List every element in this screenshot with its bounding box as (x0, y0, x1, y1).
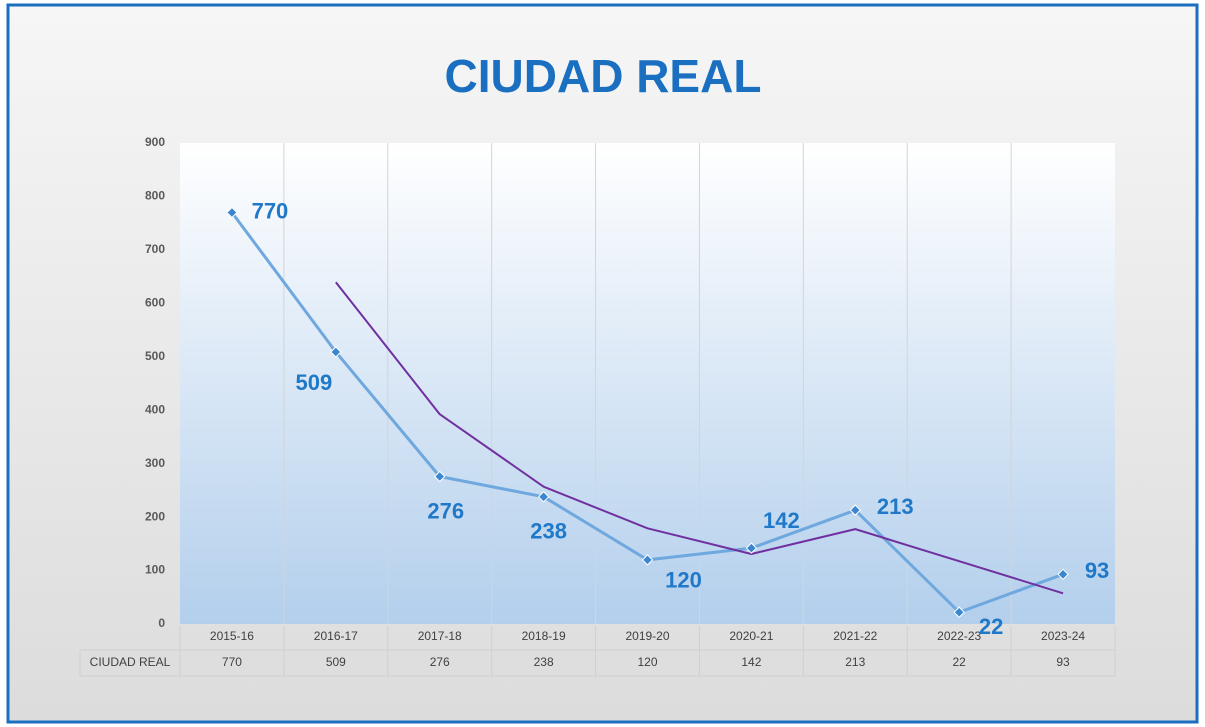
table-cell: 22 (952, 655, 966, 669)
table-cell: 770 (222, 655, 242, 669)
marker (745, 542, 758, 554)
y-tick-label: 300 (145, 456, 165, 470)
data-label: 276 (427, 498, 464, 523)
table-cell: 93 (1056, 655, 1070, 669)
y-tick-label: 200 (145, 509, 165, 523)
y-tick-label: 0 (158, 616, 165, 630)
y-tick-label: 600 (145, 296, 165, 310)
y-tick-label: 700 (145, 242, 165, 256)
x-tick-label: 2023-24 (1041, 629, 1085, 643)
marker (849, 504, 861, 516)
x-tick-label: 2017-18 (418, 629, 462, 643)
x-tick-label: 2018-19 (522, 629, 566, 643)
marker (1057, 568, 1069, 581)
y-tick-label: 100 (145, 563, 165, 577)
x-tick-label: 2022-23 (937, 629, 981, 643)
data-label: 120 (665, 568, 702, 593)
marker (953, 606, 965, 618)
y-tick-label: 900 (145, 135, 165, 149)
table-cell: 509 (326, 655, 346, 669)
marker (226, 206, 238, 219)
y-tick-label: 400 (145, 402, 165, 416)
series-line (335, 281, 1064, 595)
plot-area (180, 143, 1115, 624)
table-cell: 120 (637, 655, 657, 669)
data-label: 770 (252, 198, 289, 223)
x-tick-label: 2021-22 (833, 629, 877, 643)
table-cell: 142 (741, 655, 761, 669)
marker (434, 470, 446, 483)
x-tick-label: 2015-16 (210, 629, 254, 643)
data-label: 213 (877, 494, 914, 519)
data-label: 142 (763, 508, 800, 533)
table-row-label: CIUDAD REAL (90, 655, 171, 669)
chart-title: CIUDAD REAL (445, 50, 762, 102)
data-label: 93 (1085, 558, 1109, 583)
table-cell: 213 (845, 655, 865, 669)
marker (641, 554, 654, 566)
marker (537, 491, 550, 503)
y-tick-label: 500 (145, 349, 165, 363)
data-label: 238 (530, 519, 567, 544)
y-tick-label: 800 (145, 189, 165, 203)
x-tick-label: 2019-20 (625, 629, 669, 643)
table-cell: 238 (534, 655, 554, 669)
x-tick-label: 2020-21 (729, 629, 773, 643)
table-cell: 276 (430, 655, 450, 669)
x-tick-label: 2016-17 (314, 629, 358, 643)
data-label: 509 (295, 370, 332, 395)
data-label: 22 (979, 614, 1003, 639)
marker (330, 346, 342, 358)
